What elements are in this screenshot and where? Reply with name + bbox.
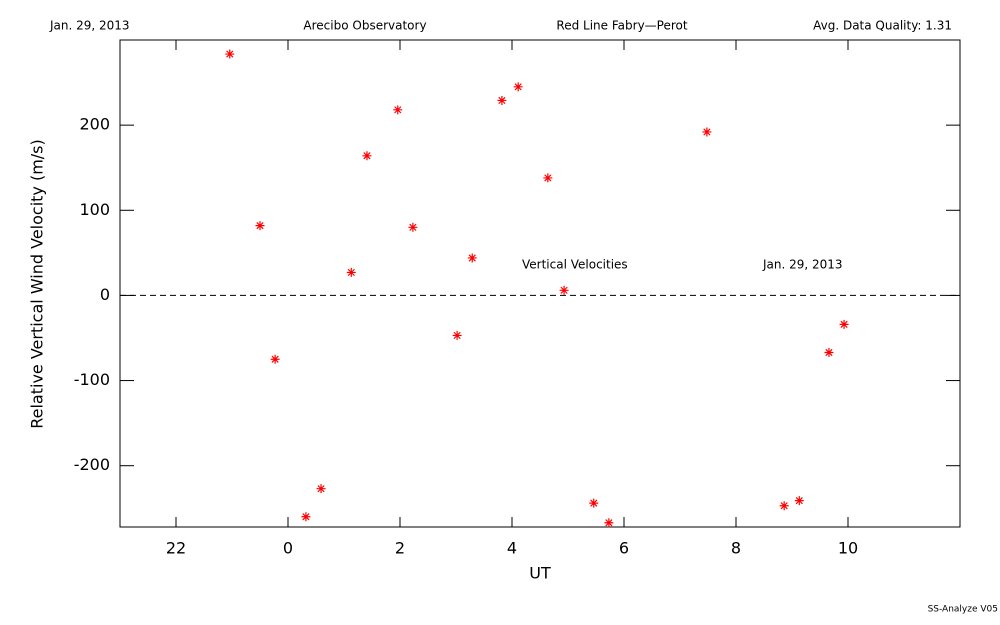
data-point [452, 330, 462, 340]
data-point [779, 501, 789, 511]
data-point [604, 518, 614, 528]
annotation: Jan. 29, 2013 [762, 258, 843, 272]
y-tick-label: 200 [79, 115, 110, 134]
x-tick-label: 10 [838, 539, 858, 558]
data-point [301, 512, 311, 522]
data-point [839, 319, 849, 329]
data-point [408, 222, 418, 232]
x-tick-label: 4 [507, 539, 517, 558]
annotation: Vertical Velocities [522, 258, 628, 272]
data-point [255, 221, 265, 231]
data-point [589, 498, 599, 508]
data-point [270, 354, 280, 364]
y-tick-label: 0 [100, 285, 110, 304]
header-quality: Avg. Data Quality: 1.31 [813, 19, 952, 33]
y-tick-label: -200 [74, 455, 110, 474]
plot-frame [119, 39, 961, 528]
x-tick-label: 22 [166, 539, 186, 558]
y-tick-label: -100 [74, 370, 110, 389]
data-point [316, 484, 326, 494]
data-point [362, 151, 372, 161]
x-tick-label: 0 [283, 539, 293, 558]
x-tick-label: 2 [395, 539, 405, 558]
footer: SS-Analyze V05 [928, 605, 998, 615]
x-tick-label: 8 [731, 539, 741, 558]
y-axis-label: Relative Vertical Wind Velocity (m/s) [28, 139, 47, 429]
x-tick-label: 6 [619, 539, 629, 558]
data-point [467, 253, 477, 263]
x-axis-label: UT [529, 564, 551, 583]
data-point [794, 496, 804, 506]
data-point [225, 49, 235, 59]
header-date: Jan. 29, 2013 [49, 19, 130, 33]
data-point [346, 267, 356, 277]
data-point [824, 347, 834, 357]
data-point [559, 285, 569, 295]
y-tick-label: 100 [79, 200, 110, 219]
data-point [497, 95, 507, 105]
header-site: Arecibo Observatory [303, 19, 426, 33]
header-instrument: Red Line Fabry—Perot [556, 19, 687, 33]
data-point [702, 127, 712, 137]
data-point [513, 82, 523, 92]
data-point [393, 105, 403, 115]
data-point [543, 173, 553, 183]
